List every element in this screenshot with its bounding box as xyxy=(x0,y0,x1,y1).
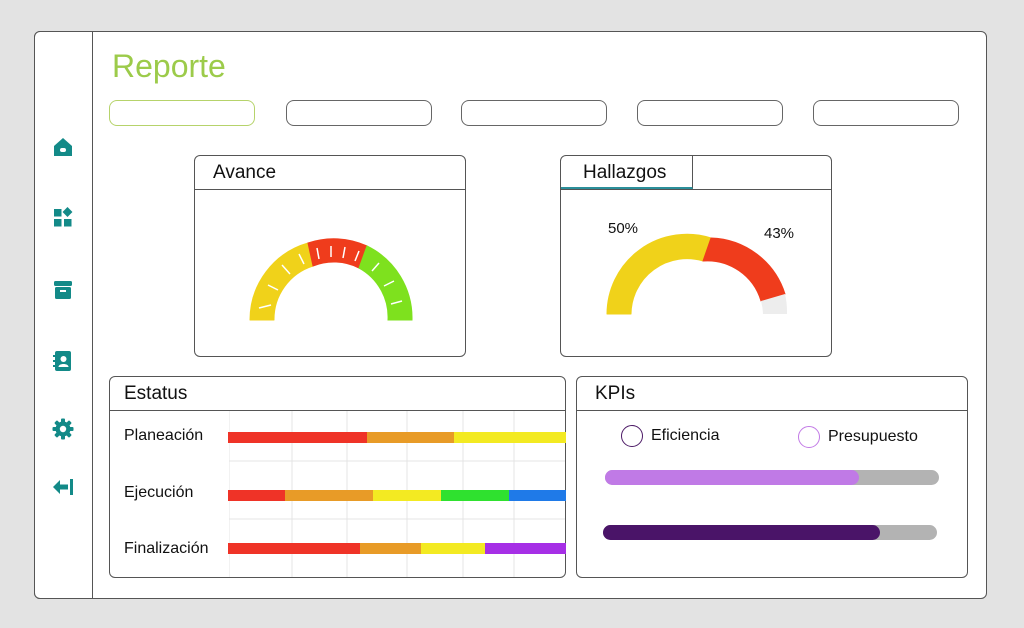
tab-hallazgos[interactable]: Hallazgos xyxy=(561,156,693,189)
contacts-icon[interactable] xyxy=(51,349,75,373)
hallazgos-gauge xyxy=(606,233,788,315)
estatus-row-label-planeacion: Planeación xyxy=(124,427,204,444)
status-segment xyxy=(228,490,286,501)
hallazgos-label-1: 50% xyxy=(608,220,639,237)
status-segment xyxy=(285,490,374,501)
tab-5[interactable] xyxy=(813,100,959,126)
hallazgos-segment-3 xyxy=(761,294,788,314)
tab-4[interactable] xyxy=(637,100,783,126)
sidebar xyxy=(34,31,93,599)
status-bar-finalizacion xyxy=(228,543,566,554)
estatus-header: Estatus xyxy=(110,377,565,411)
estatus-row-label-finalizacion: Finalización xyxy=(124,540,209,557)
status-bar-ejecucion xyxy=(228,490,566,501)
avance-panel: Avance xyxy=(194,155,466,357)
home-icon[interactable] xyxy=(51,135,75,159)
estatus-row-label-ejecucion: Ejecución xyxy=(124,484,194,501)
avance-gauge xyxy=(249,238,413,321)
page-title: Reporte xyxy=(112,48,226,84)
avance-ticks xyxy=(258,246,403,309)
dashboard-icon[interactable] xyxy=(51,206,75,230)
status-bar-planeacion xyxy=(228,432,566,443)
hallazgos-title: Hallazgos xyxy=(583,162,667,183)
status-segment xyxy=(454,432,566,443)
kpi-bar-1-fill xyxy=(605,470,859,485)
tab-3[interactable] xyxy=(461,100,607,126)
avance-header: Avance xyxy=(195,156,465,190)
status-segment xyxy=(366,432,455,443)
hallazgos-segment-2 xyxy=(702,237,786,302)
legend-eficiencia-marker xyxy=(621,425,643,447)
status-segment xyxy=(228,543,360,554)
status-segment xyxy=(508,490,566,501)
avance-segment-3 xyxy=(358,245,413,321)
kpi-bar-2-track xyxy=(603,525,937,540)
estatus-title: Estatus xyxy=(124,383,188,404)
legend-presupuesto[interactable]: Presupuesto xyxy=(798,426,918,448)
kpis-panel: KPIs Eficiencia Presupuesto xyxy=(576,376,968,578)
status-segment xyxy=(373,490,441,501)
hallazgos-header: Hallazgos xyxy=(561,156,831,190)
avance-title: Avance xyxy=(213,162,277,183)
tab-1[interactable] xyxy=(109,100,255,126)
logout-icon[interactable] xyxy=(51,475,75,499)
status-segment xyxy=(359,543,421,554)
hallazgos-label-2: 43% xyxy=(764,225,795,242)
legend-eficiencia[interactable]: Eficiencia xyxy=(621,425,719,447)
hallazgos-segment-1 xyxy=(606,233,712,315)
legend-eficiencia-label: Eficiencia xyxy=(651,427,720,444)
kpis-header: KPIs xyxy=(577,377,967,411)
status-segment xyxy=(440,490,509,501)
settings-icon[interactable] xyxy=(51,417,75,441)
kpi-bar-2-fill xyxy=(603,525,881,540)
hallazgos-panel: Hallazgos 50% 43% xyxy=(560,155,832,357)
legend-presupuesto-marker xyxy=(798,426,820,448)
status-segment xyxy=(484,543,566,554)
status-segment xyxy=(420,543,485,554)
archive-icon[interactable] xyxy=(51,278,75,302)
tab-2[interactable] xyxy=(286,100,432,126)
kpis-title: KPIs xyxy=(595,383,636,404)
status-segment xyxy=(228,432,367,443)
estatus-panel: Estatus Planeación Ejecución Finalizació… xyxy=(109,376,566,578)
kpi-bar-1-track xyxy=(605,470,939,485)
legend-presupuesto-label: Presupuesto xyxy=(828,428,918,445)
